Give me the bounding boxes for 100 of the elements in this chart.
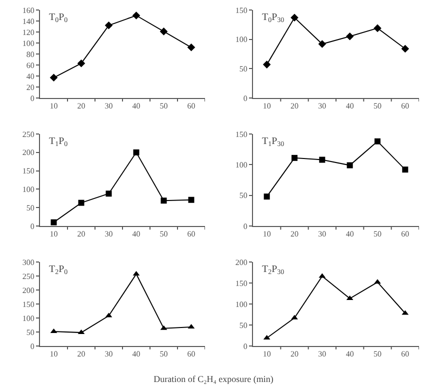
- x-tick-label: 50: [374, 230, 382, 239]
- y-tick-label: 0: [30, 222, 34, 231]
- y-tick-label: 150: [22, 166, 34, 176]
- chart-title: T$_{0}$P$_{0}$: [49, 12, 68, 24]
- x-tick-label: 60: [401, 102, 410, 111]
- x-tick-label: 60: [187, 102, 196, 111]
- y-tick-label: 60: [26, 60, 34, 70]
- y-tick-label: 50: [26, 203, 34, 212]
- chart-title: T$_{1}$P$_{30}$: [262, 136, 285, 148]
- y-tick-label: 200: [235, 258, 248, 267]
- point: [319, 156, 326, 163]
- x-tick-label: 30: [104, 102, 113, 111]
- y-tick-label: 0: [243, 342, 248, 351]
- y-tick-label: 100: [22, 38, 34, 48]
- x-tick-label: 50: [160, 102, 168, 111]
- y-tick-label: 100: [22, 314, 34, 323]
- point: [346, 162, 353, 168]
- x-tick-label: 30: [104, 350, 113, 359]
- point: [374, 279, 381, 284]
- point: [290, 14, 298, 22]
- point: [346, 32, 354, 40]
- point: [188, 196, 194, 203]
- x-tick-label: 20: [77, 102, 86, 111]
- x-tick-label: 10: [262, 230, 271, 239]
- x-tick-label: 40: [132, 350, 140, 359]
- point: [402, 166, 408, 173]
- y-tick-label: 50: [239, 320, 248, 330]
- y-tick-label: 50: [239, 64, 248, 74]
- point: [374, 138, 380, 144]
- x-tick-label: 40: [346, 350, 354, 359]
- y-tick-label: 50: [26, 328, 34, 337]
- point: [106, 190, 112, 197]
- point: [374, 24, 382, 32]
- x-tick-label: 20: [290, 102, 298, 111]
- point: [77, 59, 86, 68]
- x-tick-label: 40: [346, 102, 354, 111]
- point: [50, 74, 58, 82]
- y-tick-label: 100: [22, 185, 34, 194]
- point: [160, 28, 168, 36]
- point: [401, 44, 410, 53]
- x-tick-label: 20: [77, 350, 86, 359]
- y-tick-label: 0: [243, 222, 248, 231]
- x-tick-label: 50: [160, 230, 168, 239]
- y-tick-label: 100: [235, 300, 248, 309]
- x-tick-label: 60: [401, 350, 410, 359]
- point: [50, 219, 57, 226]
- y-tick-label: 150: [235, 130, 248, 139]
- y-tick-label: 20: [26, 82, 34, 92]
- y-tick-label: 0: [243, 94, 248, 103]
- y-tick-label: 200: [22, 286, 34, 295]
- x-tick-label: 30: [318, 350, 326, 359]
- y-tick-label: 100: [235, 35, 248, 44]
- chart-title: T$_{2}$P$_{30}$: [262, 264, 285, 276]
- y-tick-label: 200: [22, 148, 34, 158]
- y-tick-label: 80: [26, 50, 34, 59]
- chart-title: T$_{1}$P$_{0}$: [49, 136, 68, 148]
- point: [133, 149, 140, 156]
- y-tick-label: 0: [30, 94, 34, 103]
- y-tick-label: 150: [22, 300, 34, 309]
- point: [104, 22, 113, 30]
- y-tick-label: 160: [22, 6, 34, 15]
- point: [78, 200, 84, 206]
- point: [291, 314, 298, 320]
- point: [132, 12, 140, 20]
- chart-title: T$_{2}$P$_{0}$: [49, 264, 68, 276]
- point: [318, 40, 326, 48]
- point: [262, 60, 271, 68]
- x-tick-label: 10: [50, 230, 58, 239]
- x-tick-label: 10: [262, 102, 271, 111]
- x-tick-label: 40: [132, 102, 140, 111]
- x-tick-label: 50: [374, 350, 382, 359]
- x-tick-label: 50: [160, 350, 168, 359]
- x-tick-label: 60: [401, 230, 410, 239]
- y-tick-label: 120: [22, 28, 34, 37]
- x-tick-label: 40: [346, 230, 354, 239]
- x-tick-label: 60: [187, 230, 196, 239]
- y-tick-label: 150: [235, 278, 248, 288]
- point: [187, 44, 196, 52]
- x-tick-label: 20: [77, 230, 86, 239]
- x-tick-label: 10: [50, 102, 58, 111]
- x-tick-label: 20: [290, 230, 298, 239]
- y-tick-label: 250: [22, 130, 34, 139]
- y-tick-label: 140: [22, 16, 34, 26]
- x-tick-label: 40: [132, 230, 140, 239]
- x-tick-label: 20: [290, 350, 298, 359]
- chart-title: T$_{0}$P$_{30}$: [262, 12, 285, 24]
- y-tick-label: 40: [26, 72, 34, 81]
- x-tick-label: 30: [104, 230, 113, 239]
- x-tick-label: 50: [374, 102, 382, 111]
- y-tick-label: 150: [235, 6, 248, 15]
- x-tick-label: 10: [50, 350, 58, 359]
- x-tick-label: 60: [187, 350, 196, 359]
- point: [292, 154, 298, 161]
- point: [160, 198, 167, 204]
- x-axis-title: Duration of C₂H₄ exposure (min): [152, 373, 274, 386]
- x-tick-label: 30: [318, 102, 326, 111]
- x-tick-label: 30: [318, 230, 326, 239]
- y-tick-label: 100: [235, 160, 248, 170]
- y-tick-label: 50: [239, 191, 248, 200]
- x-tick-label: 10: [262, 350, 271, 359]
